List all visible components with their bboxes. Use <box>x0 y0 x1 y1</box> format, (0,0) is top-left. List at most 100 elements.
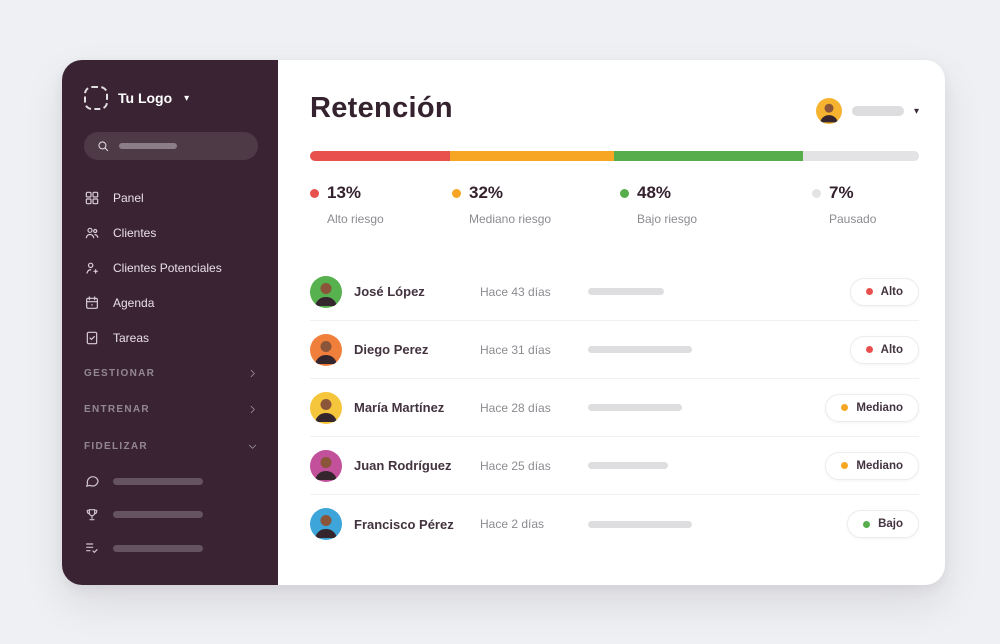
fidelizar-item-trophy[interactable] <box>84 498 258 532</box>
status-label: Alto <box>880 285 903 298</box>
sidebar-item-label: Tareas <box>113 330 150 345</box>
legend-percent: 7% <box>829 183 854 202</box>
search-input[interactable] <box>84 132 258 160</box>
activity-bar-track <box>588 346 708 353</box>
avatar-face-icon <box>315 456 337 480</box>
sidebar-item-label: Clientes <box>113 225 157 240</box>
activity-bar-track <box>588 520 708 528</box>
client-list: José López Hace 43 días Alto Diego Perez… <box>310 263 919 553</box>
client-row[interactable]: María Martínez Hace 28 días Mediano <box>310 379 919 437</box>
label-placeholder-bar <box>113 477 203 485</box>
fidelizar-item-chat[interactable] <box>84 464 258 498</box>
status-label: Mediano <box>856 459 903 472</box>
activity-bar <box>588 404 682 411</box>
legend-label: Pausado <box>829 212 877 226</box>
chevron-right-icon <box>250 369 255 377</box>
sidebar-item-agenda[interactable]: Agenda <box>84 285 258 320</box>
avatar <box>310 508 342 540</box>
status-badge: Alto <box>849 277 919 306</box>
risk-distribution-bar <box>310 151 919 161</box>
avatar-face-icon <box>315 515 337 538</box>
status-dot <box>865 346 873 353</box>
user-plus-icon <box>86 262 98 274</box>
sidebar-section-entrenar[interactable]: ENTRENAR <box>84 391 258 427</box>
last-contact: Hace 31 días <box>480 342 551 357</box>
status-dot <box>865 288 873 295</box>
status-badge: Mediano <box>825 451 919 480</box>
page-title: Retención <box>310 92 453 124</box>
activity-bar-track <box>588 404 708 411</box>
risk-legend: 13% Alto riesgo 32% Mediano riesgo 48% B… <box>310 183 919 241</box>
sidebar-item-clientes[interactable]: Clientes <box>84 215 258 250</box>
status-dot <box>841 462 849 469</box>
sidebar-item-tareas[interactable]: Tareas <box>84 320 258 355</box>
sidebar-menu: Panel Clientes Clientes Potenciales <box>84 180 258 355</box>
status-label: Bajo <box>878 518 903 530</box>
legend-percent: 13% <box>327 183 362 202</box>
label-placeholder-bar <box>113 511 203 519</box>
fidelizar-item-list[interactable] <box>84 531 258 565</box>
avatar <box>310 449 342 482</box>
last-contact: Hace 25 días <box>480 458 551 473</box>
avatar-face-icon <box>820 103 838 123</box>
client-name: María Martínez <box>354 400 445 415</box>
client-name: Diego Perez <box>354 342 429 357</box>
username-placeholder-bar <box>851 106 904 116</box>
status-label: Alto <box>880 343 903 356</box>
grid-icon <box>85 191 99 204</box>
legend-label: Alto riesgo <box>327 212 384 226</box>
activity-bar-track <box>588 462 708 469</box>
sidebar-section-fidelizar[interactable]: FIDELIZAR <box>84 428 258 464</box>
last-contact: Hace 43 días <box>480 284 551 299</box>
client-name: Francisco Pérez <box>354 516 454 532</box>
status-badge: Alto <box>849 335 919 364</box>
client-name: Juan Rodríguez <box>354 458 452 473</box>
chevron-right-icon <box>250 405 255 414</box>
bar-segment-pausado <box>803 151 919 161</box>
section-label: FIDELIZAR <box>84 440 148 452</box>
avatar <box>310 275 342 308</box>
client-row[interactable]: José López Hace 43 días Alto <box>310 263 919 321</box>
section-label: GESTIONAR <box>84 367 156 379</box>
client-row[interactable]: Diego Perez Hace 31 días Alto <box>310 321 919 379</box>
account-menu[interactable]: ▾ <box>815 98 919 124</box>
legend-dot <box>310 188 319 198</box>
bar-segment-alto <box>310 151 451 161</box>
calendar-icon <box>86 295 98 309</box>
last-contact: Hace 2 días <box>480 517 545 531</box>
sidebar: Tu Logo ▾ Panel Clientes <box>62 60 278 585</box>
status-badge: Mediano <box>825 393 919 422</box>
status-dot <box>841 404 849 411</box>
sidebar-item-clientes-potenciales[interactable]: Clientes Potenciales <box>84 250 258 285</box>
status-badge: Bajo <box>847 510 919 538</box>
sidebar-item-panel[interactable]: Panel <box>84 180 258 215</box>
legend-label: Bajo riesgo <box>637 212 698 226</box>
label-placeholder-bar <box>113 544 203 552</box>
sidebar-section-gestionar[interactable]: GESTIONAR <box>84 355 258 391</box>
activity-bar <box>588 520 692 528</box>
sidebar-item-label: Agenda <box>113 295 155 310</box>
chevron-down-icon: ▾ <box>913 105 919 117</box>
client-row[interactable]: Francisco Pérez Hace 2 días Bajo <box>310 495 919 553</box>
main-content: Retención ▾ <box>278 60 945 585</box>
chevron-down-icon <box>248 444 257 449</box>
activity-bar <box>588 346 692 353</box>
status-label: Mediano <box>856 401 903 414</box>
sidebar-item-label: Clientes Potenciales <box>113 260 222 275</box>
activity-bar-track <box>588 288 708 295</box>
legend-entry-pausado: 7% Pausado <box>812 183 876 226</box>
logo-placeholder-icon <box>84 86 108 110</box>
sidebar-item-label: Panel <box>113 190 144 205</box>
client-row[interactable]: Juan Rodríguez Hace 25 días Mediano <box>310 437 919 495</box>
chat-bubble-icon <box>86 476 99 487</box>
avatar <box>310 391 342 424</box>
avatar-face-icon <box>315 282 337 306</box>
legend-percent: 48% <box>637 183 672 202</box>
activity-bar <box>588 288 664 295</box>
avatar <box>310 333 342 366</box>
logo-caret-icon: ▾ <box>184 92 190 104</box>
users-icon <box>85 227 99 238</box>
activity-bar <box>588 462 668 469</box>
user-avatar <box>815 98 842 124</box>
logo-dropdown[interactable]: Tu Logo ▾ <box>84 86 258 110</box>
